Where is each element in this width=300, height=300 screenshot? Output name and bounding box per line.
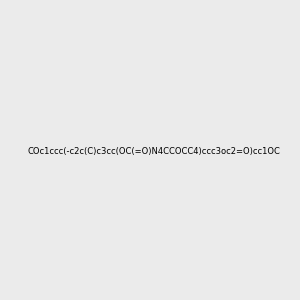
Text: COc1ccc(-c2c(C)c3cc(OC(=O)N4CCOCC4)ccc3oc2=O)cc1OC: COc1ccc(-c2c(C)c3cc(OC(=O)N4CCOCC4)ccc3o… <box>27 147 280 156</box>
